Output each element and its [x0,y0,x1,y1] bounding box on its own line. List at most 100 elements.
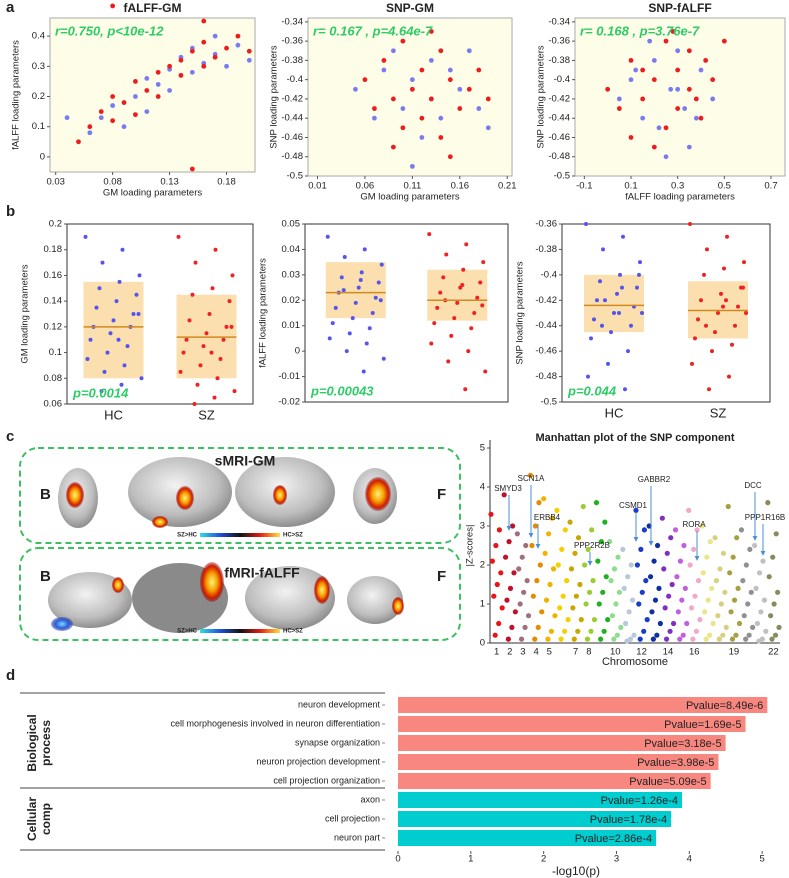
point [720,632,726,638]
point [601,628,607,634]
point [555,562,561,568]
gene-label: RORA [682,520,706,529]
point [547,581,553,588]
y-tick-label: 0.08 [44,373,63,384]
point [488,511,494,517]
point [621,234,625,239]
bar-label: Pvalue=1.69e-5 [664,719,741,731]
point [686,48,692,54]
point [187,318,192,323]
point [438,48,444,54]
point [441,275,446,280]
point [178,72,184,78]
bar [398,811,672,827]
point [733,632,739,638]
point [615,554,621,560]
point [640,96,646,102]
point [650,636,656,642]
point [666,593,672,599]
y-axis-label: |Z-scores| [465,525,476,567]
point [432,321,437,326]
point [664,550,670,556]
point [598,279,602,284]
y-axis-label: fALFF loading parameters [11,40,22,150]
point [476,67,482,73]
point [742,260,746,265]
point [681,542,687,549]
point [598,636,604,642]
point [618,272,622,277]
point [750,624,756,631]
point [105,350,110,355]
annotation: r= 0.168 , p=3.76e-7 [580,23,700,38]
point [461,267,466,272]
brain-panel: B sMRI-GM F SZ>HC HC>SZ [19,447,461,544]
point [639,589,645,595]
point [616,96,622,102]
point [696,317,700,322]
point [663,636,670,642]
point [98,109,104,115]
chart-title: SNP-GM [386,1,434,15]
point [736,620,743,627]
point [766,574,772,580]
category-label: axon [360,794,380,804]
y-tick-label: 1 [480,599,485,610]
point [155,69,161,75]
x-tick-label: 0.21 [498,181,517,192]
plot-area [49,17,256,173]
point [772,632,779,638]
point [444,252,449,257]
point [657,620,663,627]
point [675,86,681,92]
point [651,144,657,150]
bar-label: Pvalue=8.49e-6 [686,700,763,712]
point [246,48,252,54]
point [626,349,630,354]
point [559,546,565,553]
category-label: synapse organization [295,737,380,747]
point [498,570,504,576]
point [722,266,726,271]
gene-label: SMYD3 [494,484,522,493]
gene-label: SCN1A [518,474,545,483]
point [502,554,509,560]
point [735,585,741,592]
y-tick-label: 0.3 [32,61,45,72]
point [523,542,529,549]
point [485,125,491,131]
point [596,601,602,607]
x-tick-label: 4 [533,647,538,658]
point [635,285,639,290]
category-label: neuron development [298,699,381,709]
point [181,350,186,355]
point [677,558,684,564]
point [630,597,636,603]
point [428,96,434,102]
point [605,617,611,623]
point [572,550,578,556]
panel-letter: a [6,0,15,16]
point [378,298,383,303]
point [409,163,415,169]
point [466,48,472,54]
colorbar-label: SZ>HC [177,629,198,635]
bar [398,773,711,789]
point [595,298,599,303]
point [699,523,705,529]
annotation: p=0.044 [567,383,617,398]
point [684,620,690,627]
point [229,324,234,329]
brain-panel: B fMRI-fALFF F SZ>HC HC>SZ [19,547,461,641]
point [534,578,540,584]
point [688,605,695,611]
point [651,558,657,564]
y-tick-label: -0.5 [287,171,303,182]
y-tick-label: 0.2 [32,91,45,102]
point [713,578,720,584]
point [492,632,498,638]
annotation: p=0.00043 [310,383,374,398]
point [699,298,703,303]
y-axis-label: SNP loading parameters [515,261,526,365]
y-tick-label: -0.42 [281,93,303,104]
